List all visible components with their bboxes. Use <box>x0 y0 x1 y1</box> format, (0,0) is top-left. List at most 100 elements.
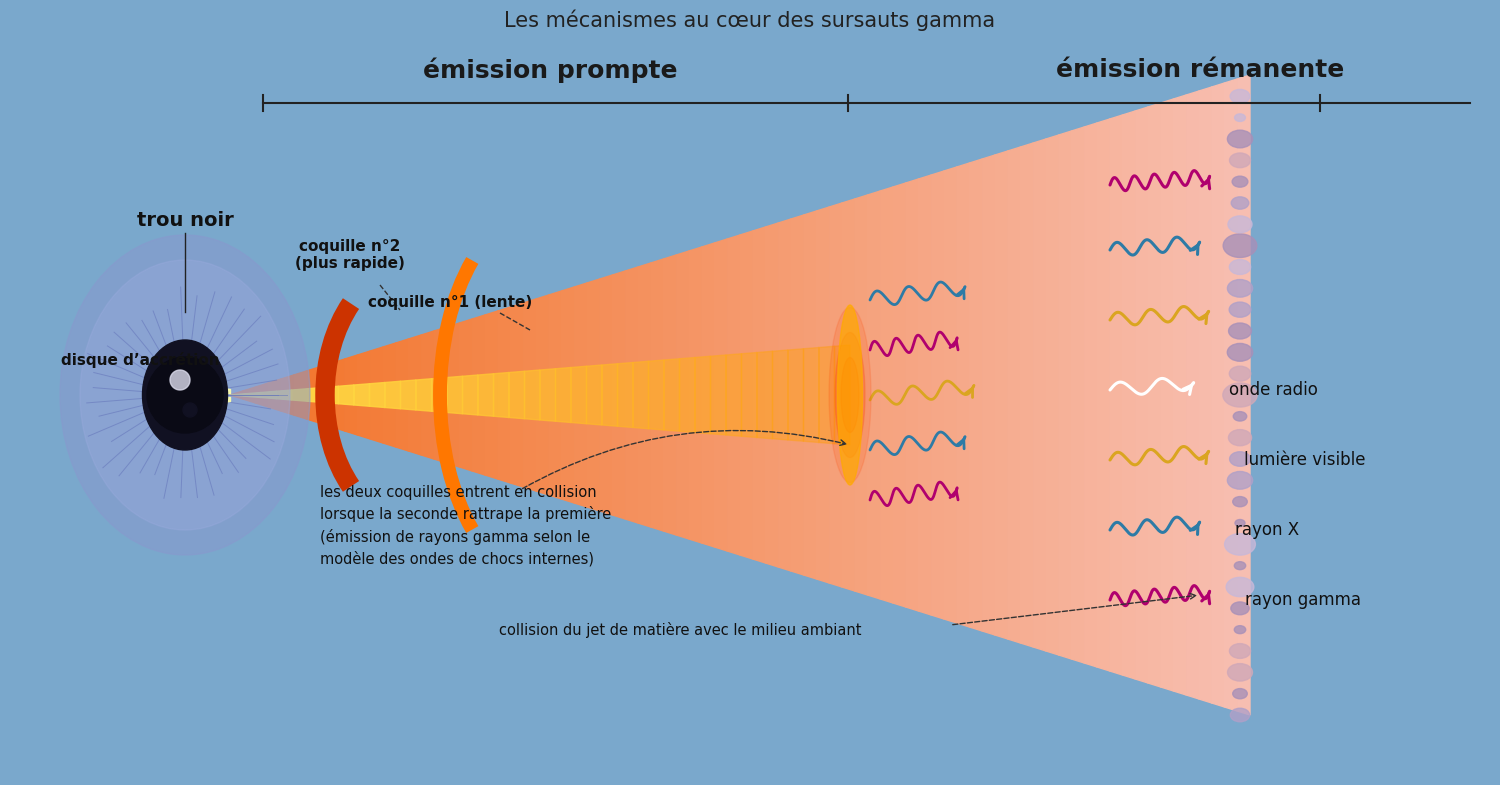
Ellipse shape <box>1227 130 1252 148</box>
Polygon shape <box>386 382 400 409</box>
Ellipse shape <box>1230 366 1251 382</box>
Polygon shape <box>648 360 664 430</box>
Ellipse shape <box>1222 383 1257 407</box>
Polygon shape <box>246 392 261 397</box>
Ellipse shape <box>1230 708 1250 721</box>
Polygon shape <box>306 367 320 423</box>
Ellipse shape <box>1233 411 1246 421</box>
Ellipse shape <box>1228 216 1252 233</box>
Polygon shape <box>957 163 969 627</box>
Polygon shape <box>1020 143 1034 647</box>
Polygon shape <box>1186 91 1198 699</box>
Polygon shape <box>1212 83 1224 707</box>
Polygon shape <box>276 390 292 400</box>
Polygon shape <box>906 179 918 611</box>
Polygon shape <box>396 339 408 451</box>
Polygon shape <box>804 348 819 443</box>
Polygon shape <box>320 363 332 427</box>
Ellipse shape <box>842 357 860 433</box>
Text: coquille n°2
(plus rapide): coquille n°2 (plus rapide) <box>296 239 405 271</box>
Polygon shape <box>741 352 758 437</box>
Polygon shape <box>1198 87 1212 703</box>
Polygon shape <box>382 343 396 447</box>
Ellipse shape <box>1233 688 1248 699</box>
Polygon shape <box>1084 123 1096 667</box>
Polygon shape <box>728 235 740 555</box>
Ellipse shape <box>1232 602 1250 615</box>
Ellipse shape <box>1234 626 1245 633</box>
Polygon shape <box>230 394 246 396</box>
Polygon shape <box>663 255 676 535</box>
Polygon shape <box>1136 107 1148 683</box>
Polygon shape <box>357 351 370 439</box>
Polygon shape <box>1122 111 1136 679</box>
Polygon shape <box>586 365 602 425</box>
Polygon shape <box>1161 99 1173 691</box>
Polygon shape <box>790 215 804 575</box>
Ellipse shape <box>1230 451 1251 466</box>
Polygon shape <box>711 355 726 435</box>
Polygon shape <box>994 151 1008 639</box>
Polygon shape <box>880 187 892 603</box>
Polygon shape <box>834 345 850 445</box>
Ellipse shape <box>1224 534 1256 555</box>
Ellipse shape <box>1227 663 1252 681</box>
Ellipse shape <box>1234 520 1245 527</box>
Polygon shape <box>525 370 540 420</box>
Polygon shape <box>1046 135 1059 655</box>
Polygon shape <box>867 191 880 599</box>
Circle shape <box>170 370 190 390</box>
Polygon shape <box>918 175 932 615</box>
Polygon shape <box>1148 103 1161 687</box>
Polygon shape <box>638 263 651 527</box>
Polygon shape <box>308 388 322 403</box>
Ellipse shape <box>142 340 228 450</box>
Ellipse shape <box>1230 89 1250 104</box>
Polygon shape <box>944 167 957 623</box>
Polygon shape <box>255 383 268 407</box>
Circle shape <box>147 357 224 433</box>
Polygon shape <box>1173 95 1186 695</box>
Polygon shape <box>369 382 386 407</box>
Polygon shape <box>772 350 788 440</box>
Ellipse shape <box>1227 472 1252 489</box>
Polygon shape <box>855 195 867 595</box>
Polygon shape <box>447 323 459 467</box>
Polygon shape <box>612 271 626 519</box>
Ellipse shape <box>1230 153 1251 168</box>
Ellipse shape <box>1232 176 1248 187</box>
Polygon shape <box>688 247 702 543</box>
Text: trou noir: trou noir <box>136 210 234 229</box>
Ellipse shape <box>1233 497 1248 507</box>
Ellipse shape <box>1228 429 1251 446</box>
Polygon shape <box>892 183 906 607</box>
Text: émission prompte: émission prompte <box>423 57 678 82</box>
Ellipse shape <box>836 333 866 458</box>
Polygon shape <box>462 375 478 415</box>
Polygon shape <box>830 203 842 587</box>
Ellipse shape <box>1227 343 1252 361</box>
Ellipse shape <box>837 305 862 485</box>
Ellipse shape <box>80 260 290 530</box>
Polygon shape <box>524 299 536 491</box>
Text: coquille n°1 (lente): coquille n°1 (lente) <box>368 295 532 311</box>
Polygon shape <box>339 385 354 405</box>
Polygon shape <box>726 354 741 436</box>
Polygon shape <box>549 291 561 499</box>
Text: émission rémanente: émission rémanente <box>1056 58 1344 82</box>
Polygon shape <box>268 379 280 411</box>
Ellipse shape <box>1228 302 1251 317</box>
Polygon shape <box>1224 79 1238 711</box>
Polygon shape <box>243 387 255 403</box>
Polygon shape <box>540 369 555 422</box>
Text: Les mécanismes au cœur des sursauts gamma: Les mécanismes au cœur des sursauts gamm… <box>504 9 996 31</box>
Polygon shape <box>561 287 574 503</box>
Polygon shape <box>422 331 434 459</box>
Ellipse shape <box>1230 260 1251 275</box>
Polygon shape <box>400 380 416 410</box>
Polygon shape <box>572 367 586 424</box>
Polygon shape <box>494 373 508 418</box>
Polygon shape <box>1110 115 1122 675</box>
Polygon shape <box>484 311 498 479</box>
Text: les deux coquilles entrent en collision
lorsque la seconde rattrape la première
: les deux coquilles entrent en collision … <box>320 485 612 567</box>
